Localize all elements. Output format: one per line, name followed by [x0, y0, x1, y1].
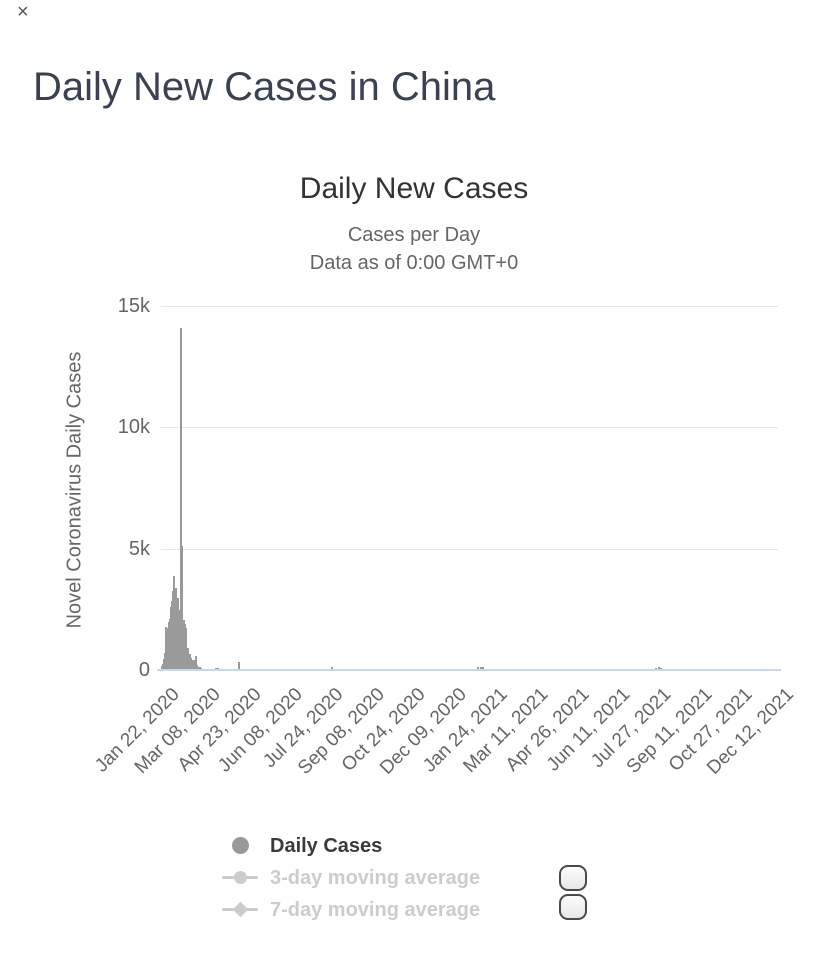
chart-subtitle-line1: Cases per Day: [347, 224, 481, 246]
legend-item-7-day-moving-average[interactable]: 7-day moving average: [200, 894, 480, 926]
daily-cases-bar: [187, 648, 189, 670]
y-tick-label: 0: [138, 659, 150, 681]
daily-cases-bar: [482, 667, 484, 670]
gridline: [161, 548, 778, 550]
y-tick-label: 15k: [117, 295, 150, 317]
daily-cases-bar: [658, 667, 660, 670]
daily-cases-bar: [238, 662, 240, 670]
plot-area: [161, 306, 778, 670]
line-circle-icon: [200, 862, 270, 894]
scale-toggle-buttons: [559, 865, 587, 920]
legend-label: Daily Cases: [270, 834, 383, 857]
circle-icon: [200, 830, 270, 862]
close-icon[interactable]: ×: [17, 1, 29, 23]
daily-cases-bar: [477, 667, 479, 670]
chart-subtitle-line2: Data as of 0:00 GMT+0: [309, 252, 519, 274]
chart-title: Daily New Cases: [299, 172, 529, 205]
y-axis-title: Novel Coronavirus Daily Cases: [63, 351, 86, 629]
gridline: [161, 306, 778, 307]
legend-item-3-day-moving-average[interactable]: 3-day moving average: [200, 862, 480, 894]
daily-cases-bar: [180, 328, 182, 670]
y-tick-label: 10k: [117, 416, 150, 439]
gridline: [161, 427, 778, 429]
chart-legend: Daily Cases 3-day moving average 7-day mov…: [200, 830, 480, 926]
y-tick-label: 5k: [128, 537, 150, 560]
toggle-button-top[interactable]: [559, 865, 587, 891]
x-axis-line: [157, 669, 781, 671]
legend-label: 3-day moving average: [270, 866, 481, 889]
daily-cases-bar: [195, 656, 197, 670]
legend-label: 7-day moving average: [270, 898, 481, 921]
toggle-button-bottom[interactable]: [559, 894, 587, 920]
line-diamond-icon: [200, 894, 270, 926]
daily-cases-bar: [331, 667, 333, 670]
daily-cases-bar: [185, 628, 187, 670]
legend-item-daily-cases[interactable]: Daily Cases: [200, 830, 480, 862]
daily-cases-bar: [480, 667, 482, 670]
page-title: Daily New Cases in China: [33, 64, 496, 109]
